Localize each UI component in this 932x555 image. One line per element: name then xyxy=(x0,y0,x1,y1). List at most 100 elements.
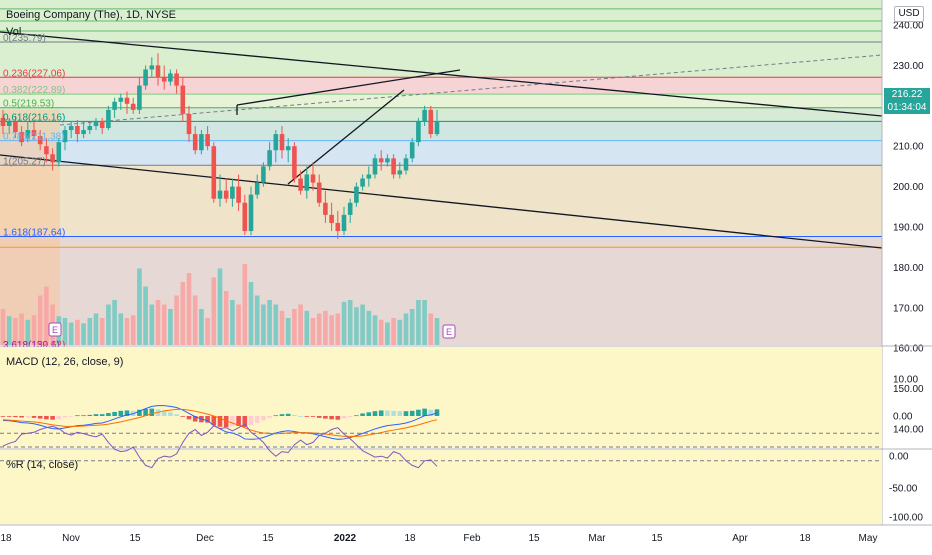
fib-zones xyxy=(0,0,882,440)
candle-body xyxy=(130,103,136,110)
volume-bar xyxy=(124,318,130,345)
macd-histogram-bar xyxy=(192,416,198,422)
volume-bar xyxy=(180,282,186,345)
candle-body xyxy=(230,186,235,199)
candle-body xyxy=(248,194,254,232)
volume-bar xyxy=(279,310,285,345)
upper-channel-line xyxy=(0,31,883,117)
candle xyxy=(124,91,130,114)
candle xyxy=(25,121,31,143)
volume-bar xyxy=(329,315,334,345)
candle-body xyxy=(124,97,130,104)
volume-bar xyxy=(372,315,378,345)
lower-channel-line xyxy=(0,154,883,249)
candle-body xyxy=(416,121,421,143)
candle-body xyxy=(192,134,198,151)
macd-histogram-bar xyxy=(118,410,124,416)
candle xyxy=(161,65,167,90)
signal-line xyxy=(2,408,438,437)
candle-body xyxy=(285,146,291,151)
volume-bar xyxy=(347,300,353,345)
candle xyxy=(37,130,43,151)
candle-body xyxy=(304,174,310,191)
fib-label: 0.618(216.16) xyxy=(3,112,65,123)
volume-bar xyxy=(19,313,24,345)
fib-zone xyxy=(0,77,882,95)
time-axis: 18 Nov 15 Dec 15 2022 18 Feb 15 Mar 15 Apr 18 May xyxy=(0,526,932,550)
macd-histogram-bar xyxy=(323,416,328,419)
fib-label: 1.618(187.64) xyxy=(3,228,65,239)
candle-body xyxy=(161,77,167,82)
candle xyxy=(223,178,229,203)
time-tick-label: Nov xyxy=(62,533,80,544)
candle-body xyxy=(56,142,62,163)
candle xyxy=(118,93,124,110)
macd-histogram-bar xyxy=(37,416,43,419)
macd-histogram-bar xyxy=(223,416,229,428)
candle xyxy=(273,130,279,163)
candle xyxy=(31,121,37,141)
candle-body xyxy=(397,170,403,175)
candle-body xyxy=(143,69,148,86)
candle-body xyxy=(199,134,204,151)
volume-bar xyxy=(143,286,148,345)
candle xyxy=(174,69,179,94)
volume-bar xyxy=(360,304,365,345)
volume-bar xyxy=(428,313,434,345)
volume-bar xyxy=(68,322,74,345)
volume-bar xyxy=(217,268,223,345)
candle xyxy=(155,53,161,86)
candle xyxy=(434,109,440,137)
candle xyxy=(112,97,117,118)
candle xyxy=(323,190,328,223)
candle-body xyxy=(267,150,272,167)
fib-zone xyxy=(0,94,882,108)
volume-bar xyxy=(0,309,6,345)
macd-histogram-bar xyxy=(174,414,179,416)
volume-bar xyxy=(298,304,303,345)
candle-body xyxy=(298,178,303,191)
candle xyxy=(192,126,198,155)
volume-bar xyxy=(99,318,105,345)
candle xyxy=(316,174,322,207)
volume-bar xyxy=(93,313,99,345)
volume-bar xyxy=(242,264,248,345)
rising-wedge-top xyxy=(236,69,461,106)
macd-histogram-bar xyxy=(409,410,415,416)
candle xyxy=(81,121,86,139)
currency-badge[interactable]: USD xyxy=(894,6,924,22)
macd-histogram-bar xyxy=(273,415,279,417)
price-tick-label: 230.00 xyxy=(893,61,924,72)
candle xyxy=(149,57,155,78)
candle-body xyxy=(341,214,347,232)
candle xyxy=(217,174,223,207)
candle xyxy=(372,154,378,179)
candle xyxy=(99,117,105,135)
candle-body xyxy=(422,109,427,122)
candle xyxy=(168,69,173,86)
candle-body xyxy=(403,158,409,171)
candle xyxy=(285,138,291,163)
earnings-marker-box xyxy=(442,324,456,339)
candle xyxy=(335,210,341,240)
macd-histogram-bar xyxy=(428,409,434,416)
macd-histogram-bar xyxy=(62,416,68,418)
price-tick-label: 180.00 xyxy=(893,263,924,274)
fib-zone xyxy=(0,42,882,78)
candle xyxy=(50,148,55,171)
volume-bar xyxy=(130,315,136,345)
macd-histogram-bar xyxy=(168,412,173,416)
volume-bar xyxy=(186,273,192,345)
price-tick-label: 160.00 xyxy=(893,344,924,355)
candle-body xyxy=(273,134,279,151)
macd-histogram-bar xyxy=(68,416,74,417)
fib-label: 0.382(222.89) xyxy=(3,85,65,96)
macd-histogram-bar xyxy=(248,416,254,426)
candle xyxy=(62,126,68,151)
candle-body xyxy=(261,166,266,183)
earnings-marker: E xyxy=(442,324,456,339)
dashed-trend-line xyxy=(59,54,883,126)
macd-histogram-bar xyxy=(93,414,99,416)
